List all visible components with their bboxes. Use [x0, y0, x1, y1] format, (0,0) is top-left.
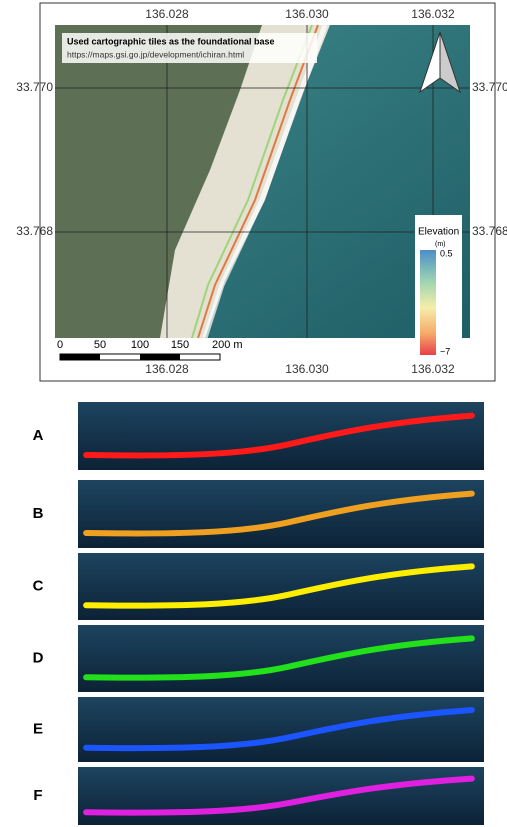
- note-title: Used cartographic tiles as the foundatio…: [67, 36, 275, 46]
- lat-label: 33.768: [472, 224, 507, 238]
- profile-label: A: [33, 427, 44, 444]
- scale-label: 200 m: [212, 339, 243, 351]
- scale-label: 100: [131, 339, 149, 351]
- scale-label: 0: [57, 339, 63, 351]
- profile-panel: [78, 697, 484, 762]
- profile-panel: [78, 767, 484, 825]
- legend-min: −7: [440, 346, 450, 356]
- scale-bar: [60, 354, 220, 360]
- lon-label: 136.028: [145, 362, 189, 376]
- lon-label: 136.030: [285, 7, 329, 21]
- page: Used cartographic tiles as the foundatio…: [0, 0, 507, 827]
- figure: Used cartographic tiles as the foundatio…: [0, 0, 507, 827]
- legend-title: Elevation: [418, 227, 459, 238]
- profile-label: E: [33, 720, 43, 737]
- lat-label: 33.770: [16, 80, 53, 94]
- profile-label: C: [33, 577, 44, 594]
- profile-label: B: [33, 505, 44, 522]
- lon-label: 136.030: [285, 362, 329, 376]
- lat-label: 33.768: [16, 224, 53, 238]
- profile-panel: [78, 625, 484, 692]
- profile-panel: [78, 402, 484, 470]
- lon-label: 136.028: [145, 7, 189, 21]
- legend-unit: (m): [435, 241, 446, 248]
- lat-label: 33.770: [472, 80, 507, 94]
- lon-label: 136.032: [411, 362, 455, 376]
- legend-max: 0.5: [440, 248, 453, 258]
- scale-label: 50: [94, 339, 106, 351]
- lon-label: 136.032: [411, 7, 455, 21]
- profile-panel: [78, 480, 484, 548]
- profile-label: F: [33, 787, 42, 804]
- color-ramp: [420, 250, 436, 355]
- note-url: https://maps.gsi.go.jp/development/ichir…: [67, 49, 244, 59]
- scale-label: 150: [171, 339, 189, 351]
- profile-panel: [78, 553, 484, 620]
- profile-label: D: [33, 649, 44, 666]
